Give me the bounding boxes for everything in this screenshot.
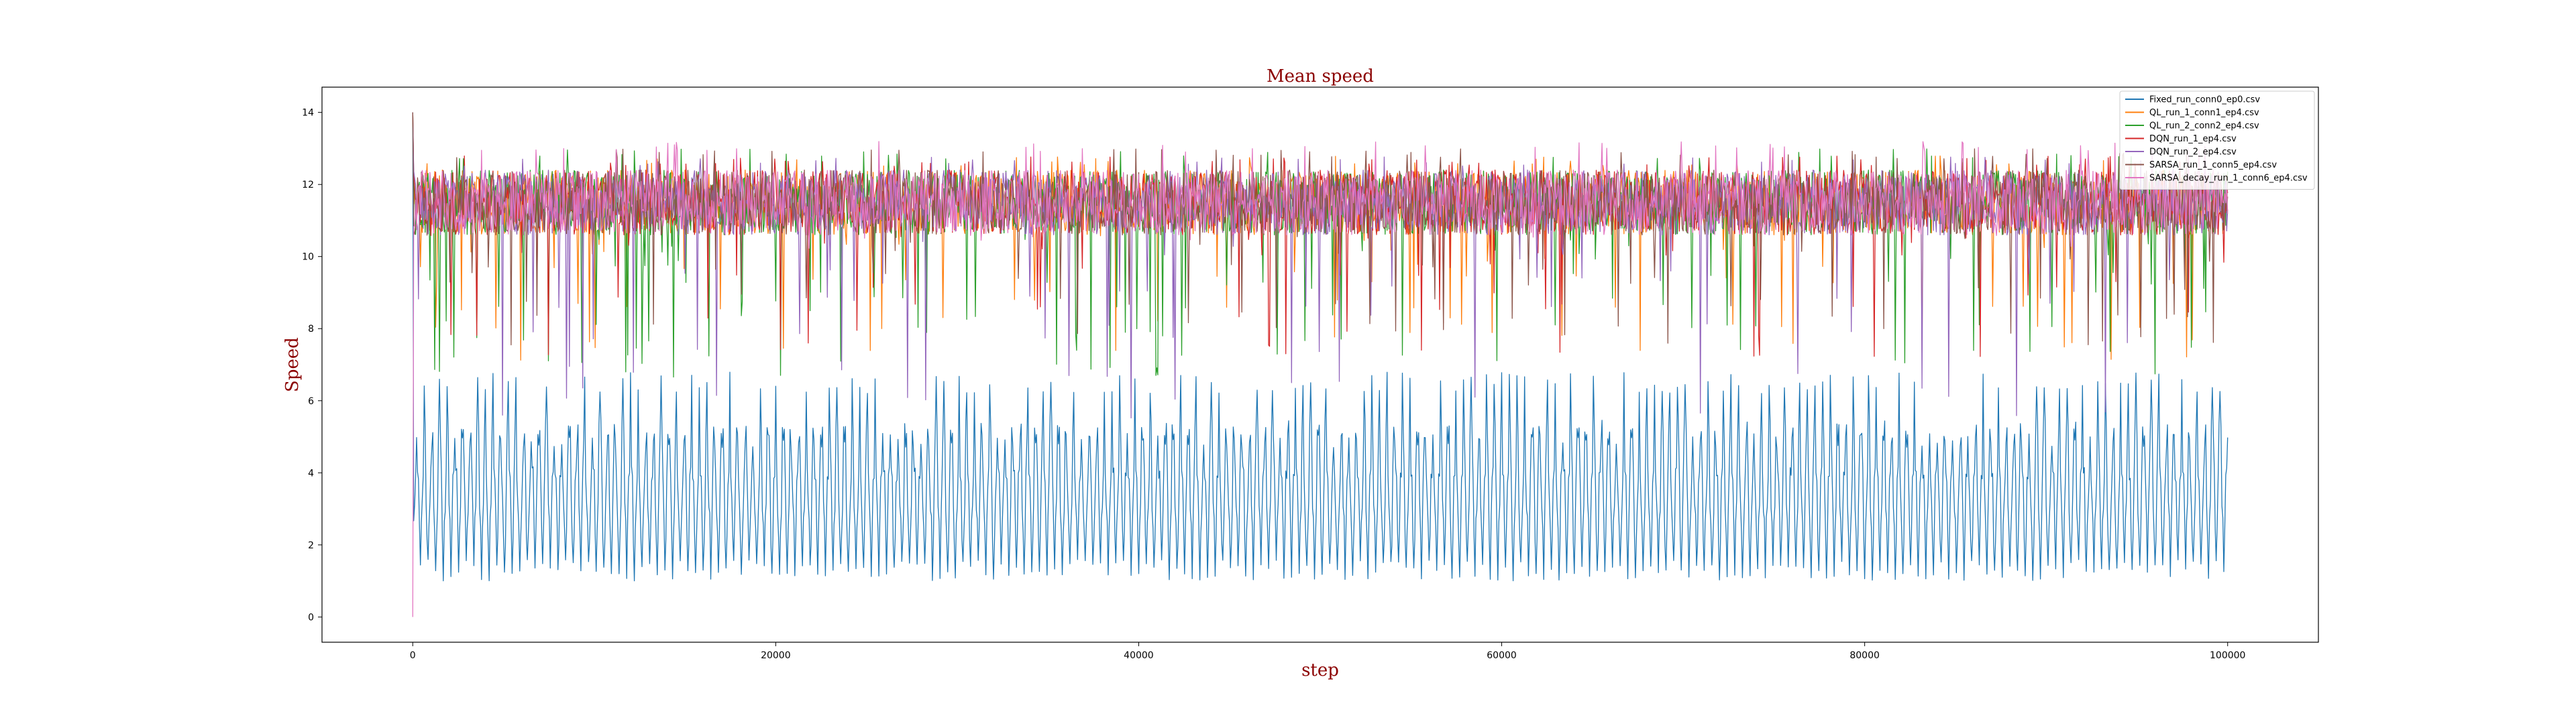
x-tick-label: 60000 (1487, 650, 1517, 661)
y-tick-label: 2 (308, 540, 314, 551)
series-line-0 (412, 112, 2229, 582)
chart-title: Mean speed (1267, 66, 1374, 86)
plot-area (412, 112, 2229, 617)
y-tick-label: 0 (308, 612, 314, 623)
x-tick-label: 40000 (1124, 650, 1154, 661)
legend-label: QL_run_1_conn1_ep4.csv (2149, 108, 2259, 118)
y-axis-label: Speed (282, 337, 303, 392)
x-axis-label: step (1301, 660, 1339, 680)
plot-frame (321, 86, 2319, 643)
y-tick-label: 14 (302, 108, 314, 119)
y-tick-label: 10 (302, 252, 314, 263)
x-axis: 0 20000 40000 60000 80000 100000 (410, 642, 2245, 661)
series-line-3 (412, 112, 2229, 357)
x-tick-label: 80000 (1849, 650, 1880, 661)
x-tick-label: 20000 (761, 650, 791, 661)
legend: Fixed_run_conn0_ep0.csv QL_run_1_conn1_ep… (2119, 90, 2315, 190)
legend-label: QL_run_2_conn2_ep4.csv (2149, 121, 2259, 131)
y-tick-label: 6 (308, 396, 314, 407)
legend-label: Fixed_run_conn0_ep0.csv (2149, 95, 2260, 105)
legend-label: SARSA_run_1_conn5_ep4.csv (2149, 160, 2277, 170)
y-tick-label: 8 (308, 324, 314, 335)
x-tick-label: 0 (410, 650, 416, 661)
x-tick-label: 100000 (2210, 650, 2245, 661)
series-line-5 (412, 112, 2229, 346)
legend-label: SARSA_decay_run_1_conn6_ep4.csv (2149, 174, 2308, 184)
legend-label: DQN_run_2_ep4.csv (2149, 147, 2237, 158)
y-tick-label: 4 (308, 468, 314, 479)
y-axis: 0 2 4 6 8 10 12 14 (302, 108, 322, 623)
legend-label: DQN_run_1_ep4.csv (2149, 134, 2237, 144)
series-line-6 (412, 141, 2229, 617)
legend-box (2119, 90, 2315, 190)
y-tick-label: 12 (302, 180, 314, 190)
